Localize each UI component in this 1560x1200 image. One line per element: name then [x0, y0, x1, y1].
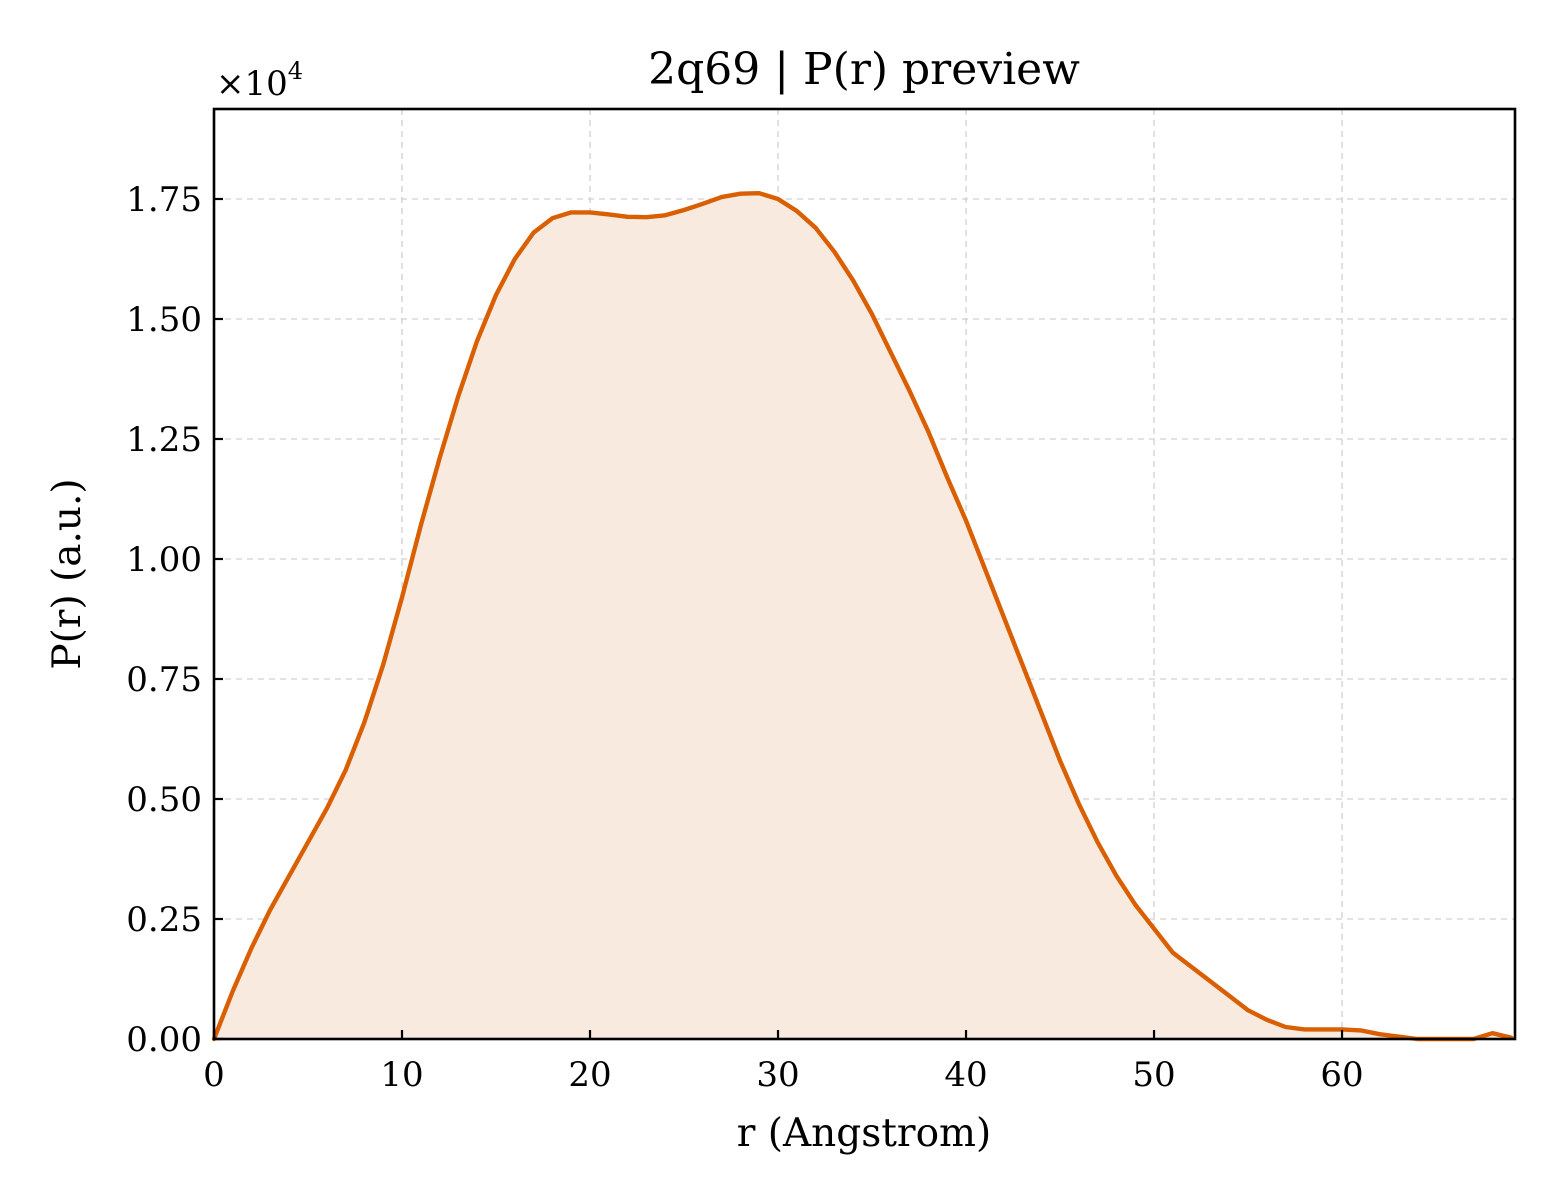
y-offset-multiplier: ×104: [216, 57, 303, 104]
x-tick-label: 30: [756, 1055, 799, 1095]
pr-series-line: [211, 191, 1514, 1042]
y-tick-label: 1.00: [126, 540, 202, 580]
y-axis-label: P(r) (a.u.): [45, 478, 90, 669]
y-tick-label: 0.00: [126, 1020, 202, 1060]
plot-frame: [212, 107, 1517, 1041]
y-offset-exponent: 4: [288, 57, 303, 85]
chart-title: 2q69 | P(r) preview: [648, 44, 1080, 95]
ticks: 0 10 20 30 40 50 60 0.00 0.25 0.50 0.75 1.00 1.25 1.5…: [126, 180, 1363, 1095]
x-tick-label: 0: [203, 1055, 225, 1095]
y-tick-label: 0.25: [126, 900, 202, 940]
x-tick-label: 20: [568, 1055, 611, 1095]
x-tick-label: 10: [380, 1055, 423, 1095]
x-tick-label: 50: [1132, 1055, 1175, 1095]
y-offset-base: ×10: [216, 64, 288, 104]
x-tick-label: 60: [1320, 1055, 1363, 1095]
x-axis-label: r (Angstrom): [737, 1111, 992, 1156]
y-tick-label: 0.75: [126, 660, 202, 700]
pr-area-fill: [214, 193, 1512, 1039]
y-tick-label: 1.25: [126, 420, 202, 460]
y-tick-label: 0.50: [126, 780, 202, 820]
y-tick-label: 1.50: [126, 300, 202, 340]
x-tick-label: 40: [944, 1055, 987, 1095]
y-tick-label: 1.75: [126, 180, 202, 220]
